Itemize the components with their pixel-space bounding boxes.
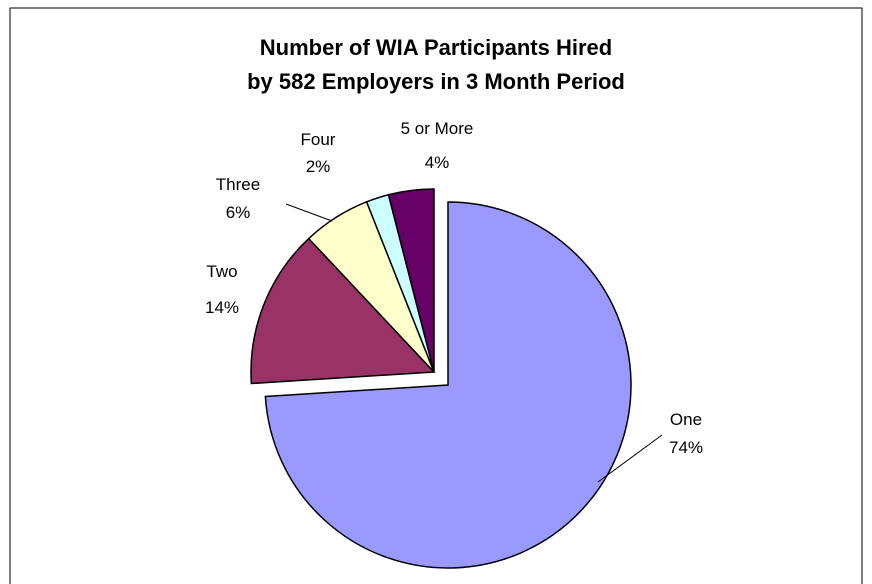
slice-label: Three	[216, 175, 260, 194]
slice-label: Two	[206, 262, 237, 281]
slice-value-label: 74%	[669, 438, 703, 457]
slice-label: Four	[301, 130, 336, 149]
leader-line	[285, 203, 333, 222]
chart-title: Number of WIA Participants Hired	[260, 35, 612, 60]
slice-value-label: 6%	[226, 203, 251, 222]
slice-label: 5 or More	[401, 119, 474, 138]
pie-slice	[387, 188, 435, 373]
slice-label: One	[670, 410, 702, 429]
leader-line	[597, 434, 663, 483]
slice-value-label: 2%	[306, 157, 331, 176]
slice-value-label: 4%	[425, 153, 450, 172]
pie-slice	[264, 201, 632, 569]
pie-slice	[250, 237, 436, 385]
slice-value-label: 14%	[205, 298, 239, 317]
chart-title: by 582 Employers in 3 Month Period	[247, 69, 625, 94]
